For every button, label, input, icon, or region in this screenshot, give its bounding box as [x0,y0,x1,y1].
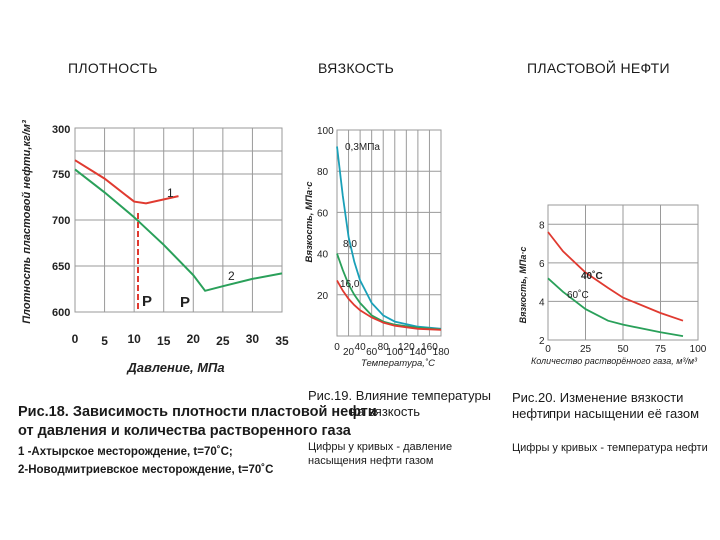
fig20-title-line1: Рис.20. Изменение вязкости нефти [512,390,684,421]
chart1-x-tick: 15 [157,334,171,348]
chart1-ticks: 0 5 10 15 20 25 30 35 600 650 700 750 300 [52,124,289,348]
fig19-note-line1: Цифры у кривых - давление [308,441,453,453]
chart1-marker-p1: P [142,293,152,310]
chart1-marker-p2: P [180,294,190,311]
fig18-title-line2: от давления и количества растворенного г… [18,423,351,439]
chart1-series-label-1: 1 [167,186,174,200]
chart1-x-tick: 5 [101,334,108,348]
chart1-x-tick: 25 [216,334,230,348]
chart1-series [74,159,283,292]
chart1-y-tick: 300 [52,124,70,136]
chart1-series-1 [74,159,179,205]
header-reservoir-oil: ПЛАСТОВОЙ НЕФТИ [527,60,670,76]
chart1-y-tick: 650 [52,261,70,273]
chart1-y-tick: 600 [52,307,70,319]
chart1-y-tick: 700 [52,215,70,227]
chart1-xlabel: Давление, МПа [126,360,224,375]
fig19-title-line1: Рис.19. Влияние температуры [308,388,492,403]
fig18-title-line1: Рис.18. Зависимость плотности пластовой … [18,404,377,420]
chart1-x-tick: 35 [275,334,289,348]
chart1-series-label-2: 2 [228,269,235,283]
chart1-y-tick: 750 [52,169,70,181]
header-viscosity: ВЯЗКОСТЬ [318,60,395,76]
fig19-note-line2: насыщения нефти газом [308,455,434,467]
fig18-line3: 1 -Ахтырское месторождение, t=70˚C; [18,446,233,458]
chart1-x-tick: 0 [72,332,79,346]
fig18-line4: 2-Новодмитриевское месторождение, t=70˚C [18,464,274,476]
chart1-x-tick: 20 [187,332,201,346]
chart1-series-2 [74,168,283,292]
chart1-x-tick: 30 [246,332,260,346]
chart1-ylabel: Плотность пластовой нефти,кг/м³ [21,120,33,324]
header-density: ПЛОТНОСТЬ [68,60,158,76]
fig19-title-line2: на вязкость [350,404,421,419]
chart1-x-tick: 10 [127,332,141,346]
fig20-note-line1: Цифры у кривых - температура нефти [512,442,708,454]
fig20-title-line2: при насыщении её газом [549,406,700,421]
chart1-grid [74,127,283,313]
